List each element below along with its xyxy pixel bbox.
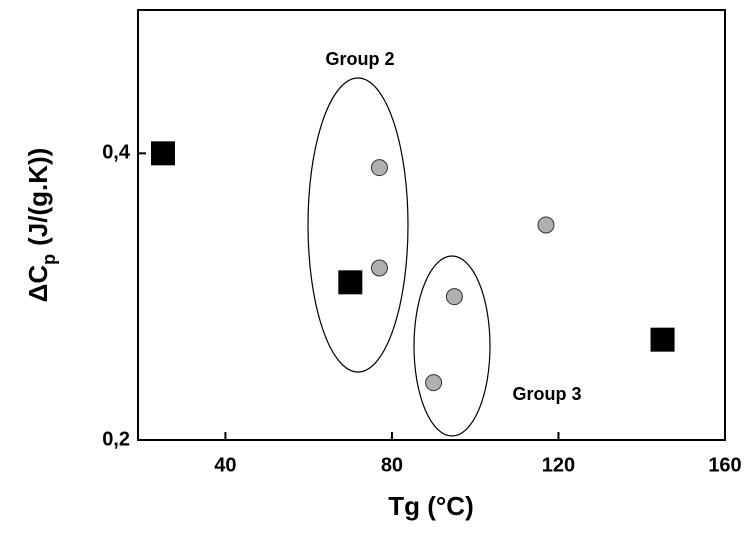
annotation: Group 3 — [512, 384, 581, 404]
x-axis-label: Tg (°C) — [388, 491, 473, 521]
circle-point — [370, 259, 388, 277]
square-point — [650, 327, 675, 352]
square-point — [338, 270, 363, 295]
circle-point — [537, 216, 555, 234]
x-tick-label: 80 — [381, 454, 403, 476]
x-tick-label: 160 — [708, 454, 741, 476]
group-outline — [307, 77, 409, 373]
y-axis-label-part: ΔC — [23, 265, 53, 303]
circle-point — [445, 288, 463, 306]
square-point — [150, 141, 175, 166]
plot-frame — [137, 9, 726, 441]
y-tick-label: 0,2 — [102, 428, 130, 450]
circle-point — [370, 159, 388, 177]
x-tick-label: 120 — [542, 454, 575, 476]
annotation: Group 2 — [325, 49, 394, 69]
y-axis-label-part: (J/(g.K)) — [23, 148, 53, 246]
y-axis-label: ΔCp (J/(g.K)) — [23, 148, 59, 303]
group-outline — [413, 255, 491, 437]
y-axis-label-part: p — [39, 254, 59, 265]
y-tick-label: 0,4 — [102, 142, 131, 164]
circle-point — [425, 374, 443, 392]
x-tick-label: 40 — [214, 454, 236, 476]
